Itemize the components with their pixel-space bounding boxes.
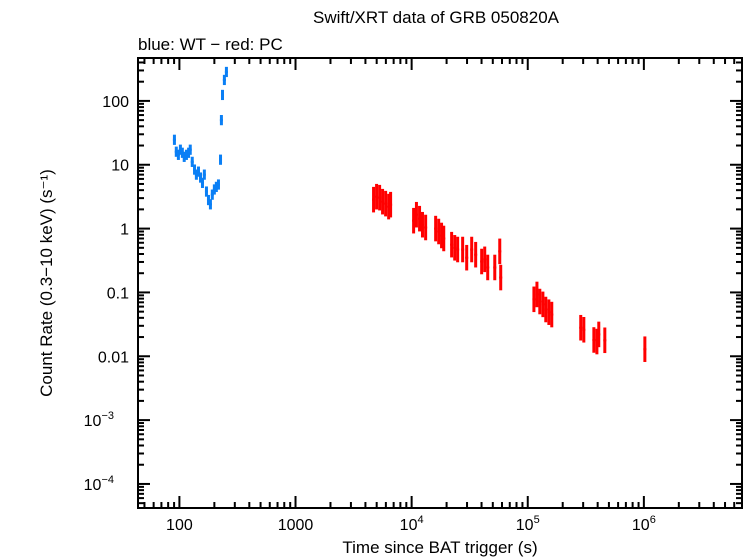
y-tick-label: 10 [111, 158, 129, 175]
y-axis-label: Count Rate (0.3−10 keV) (s⁻¹) [37, 169, 56, 397]
x-tick-label: 105 [516, 514, 540, 534]
x-tick-label: 104 [400, 514, 424, 534]
x-tick-label: 100 [166, 517, 193, 534]
y-tick-exponent: −3 [101, 410, 114, 422]
x-tick-exponent: 5 [534, 514, 540, 526]
y-tick-label: 10−4 [84, 474, 114, 494]
x-tick-label: 106 [632, 514, 656, 534]
y-tick-label: 10−3 [84, 410, 114, 430]
y-tick-label: 0.01 [98, 349, 129, 366]
chart-subtitle: blue: WT − red: PC [138, 35, 283, 54]
y-tick-exponent: −4 [101, 474, 114, 486]
x-axis-label: Time since BAT trigger (s) [342, 538, 537, 557]
x-tick-exponent: 6 [650, 514, 656, 526]
x-tick-exponent: 4 [417, 514, 423, 526]
y-tick-label: 1 [120, 222, 129, 239]
chart-title: Swift/XRT data of GRB 050820A [313, 8, 560, 27]
plot-frame [137, 57, 743, 509]
data-marks [172, 66, 647, 362]
axes: 100 1000 104 105 106 100 10 1 0.1 0.01 10−3 10−4 [84, 58, 743, 534]
y-tick-label: 100 [102, 94, 129, 111]
y-tick-label: 0.1 [107, 285, 129, 302]
x-tick-label: 1000 [278, 517, 314, 534]
